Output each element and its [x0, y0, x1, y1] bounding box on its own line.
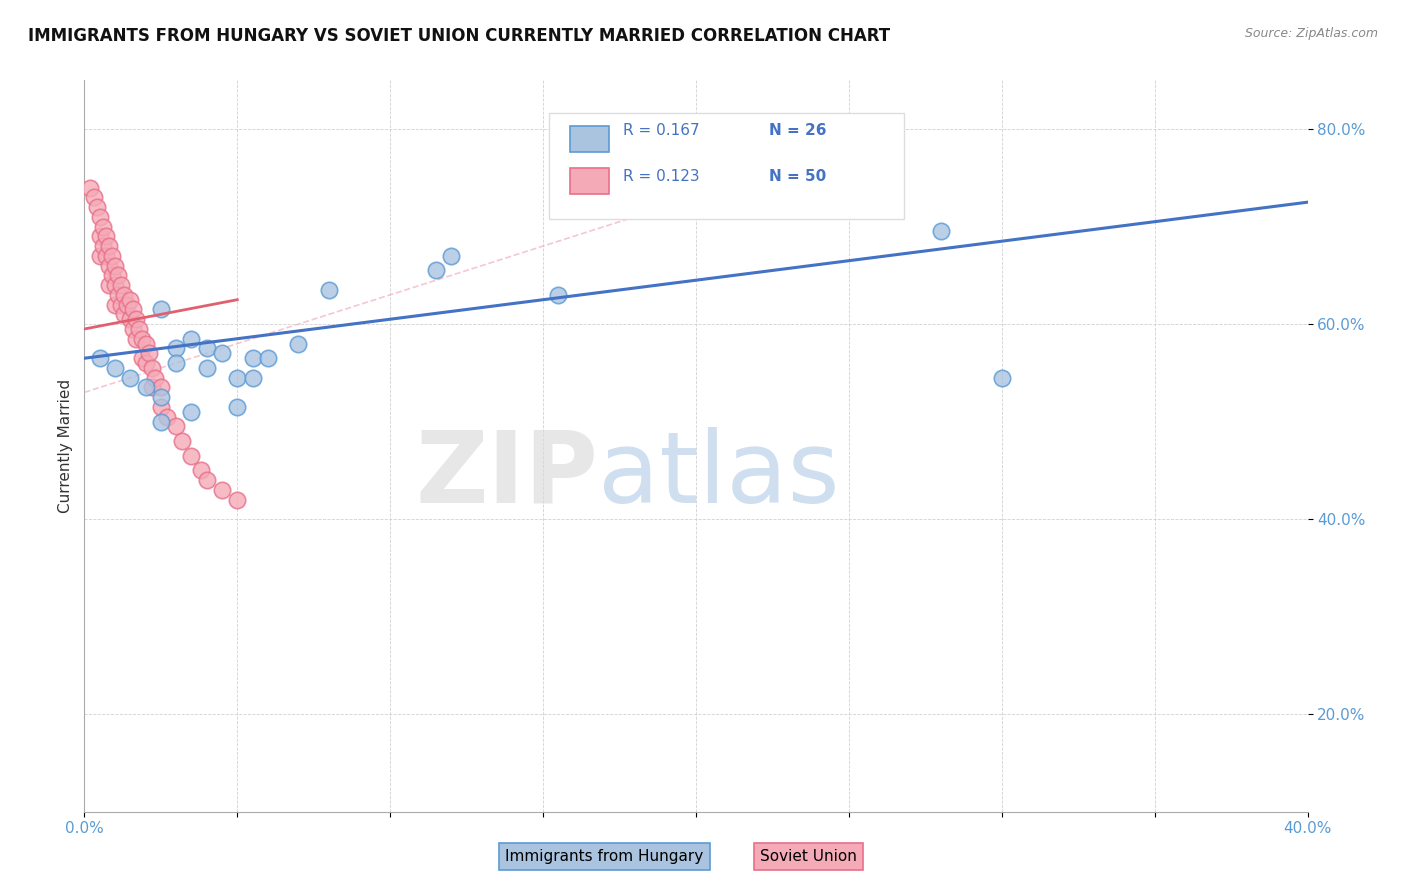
Point — [89, 351, 111, 366]
Point — [991, 370, 1014, 384]
Point — [149, 302, 172, 317]
Point — [242, 370, 264, 384]
Text: R = 0.123: R = 0.123 — [623, 169, 699, 185]
Point — [135, 380, 157, 394]
Point — [112, 307, 135, 321]
Point — [120, 370, 142, 384]
Point — [104, 297, 127, 311]
Point — [131, 351, 153, 366]
Point — [115, 297, 138, 311]
Point — [547, 288, 569, 302]
Point — [226, 370, 249, 384]
Point — [135, 356, 157, 370]
Point — [86, 200, 108, 214]
Text: atlas: atlas — [598, 426, 839, 524]
Point — [112, 288, 135, 302]
Point — [101, 268, 124, 283]
Point — [104, 278, 127, 293]
Point — [226, 492, 249, 507]
Text: Source: ZipAtlas.com: Source: ZipAtlas.com — [1244, 27, 1378, 40]
Point — [141, 361, 163, 376]
FancyBboxPatch shape — [569, 127, 609, 152]
Point — [440, 249, 463, 263]
Point — [94, 229, 117, 244]
Point — [143, 370, 166, 384]
Point — [91, 219, 114, 234]
Point — [122, 322, 145, 336]
Point — [125, 332, 148, 346]
Point — [128, 322, 150, 336]
Point — [104, 361, 127, 376]
Point — [242, 351, 264, 366]
Point — [89, 210, 111, 224]
Point — [165, 342, 187, 356]
Point — [195, 361, 218, 376]
Point — [122, 302, 145, 317]
Point — [257, 351, 280, 366]
Point — [190, 463, 212, 477]
Text: ZIP: ZIP — [415, 426, 598, 524]
Point — [287, 336, 309, 351]
Point — [110, 297, 132, 311]
Point — [172, 434, 194, 449]
Point — [226, 400, 249, 414]
Point — [104, 259, 127, 273]
Point — [79, 180, 101, 194]
Text: R = 0.167: R = 0.167 — [623, 122, 699, 137]
Text: IMMIGRANTS FROM HUNGARY VS SOVIET UNION CURRENTLY MARRIED CORRELATION CHART: IMMIGRANTS FROM HUNGARY VS SOVIET UNION … — [28, 27, 890, 45]
Point — [149, 390, 172, 404]
Point — [120, 293, 142, 307]
Point — [318, 283, 340, 297]
Text: N = 50: N = 50 — [769, 169, 827, 185]
Point — [929, 224, 952, 238]
Point — [180, 449, 202, 463]
Point — [89, 229, 111, 244]
FancyBboxPatch shape — [569, 168, 609, 194]
FancyBboxPatch shape — [550, 113, 904, 219]
Y-axis label: Currently Married: Currently Married — [58, 379, 73, 513]
Text: Immigrants from Hungary: Immigrants from Hungary — [505, 849, 704, 863]
Point — [180, 405, 202, 419]
Point — [110, 278, 132, 293]
Point — [107, 268, 129, 283]
Text: N = 26: N = 26 — [769, 122, 827, 137]
Point — [165, 419, 187, 434]
Text: Soviet Union: Soviet Union — [761, 849, 856, 863]
Point — [135, 336, 157, 351]
Point — [97, 278, 120, 293]
Point — [97, 239, 120, 253]
Point — [91, 239, 114, 253]
Point — [97, 259, 120, 273]
Point — [425, 263, 447, 277]
Point — [180, 332, 202, 346]
Point — [125, 312, 148, 326]
Point — [165, 356, 187, 370]
Point — [83, 190, 105, 204]
Point — [149, 415, 172, 429]
Point — [195, 473, 218, 487]
Point — [120, 312, 142, 326]
Point — [101, 249, 124, 263]
Point — [149, 380, 172, 394]
Point — [107, 288, 129, 302]
Point — [131, 332, 153, 346]
Point — [156, 409, 179, 424]
Point — [149, 400, 172, 414]
Point — [94, 249, 117, 263]
Point — [211, 346, 233, 360]
Point — [89, 249, 111, 263]
Point — [141, 380, 163, 394]
Point — [211, 483, 233, 497]
Point — [138, 346, 160, 360]
Point — [195, 342, 218, 356]
